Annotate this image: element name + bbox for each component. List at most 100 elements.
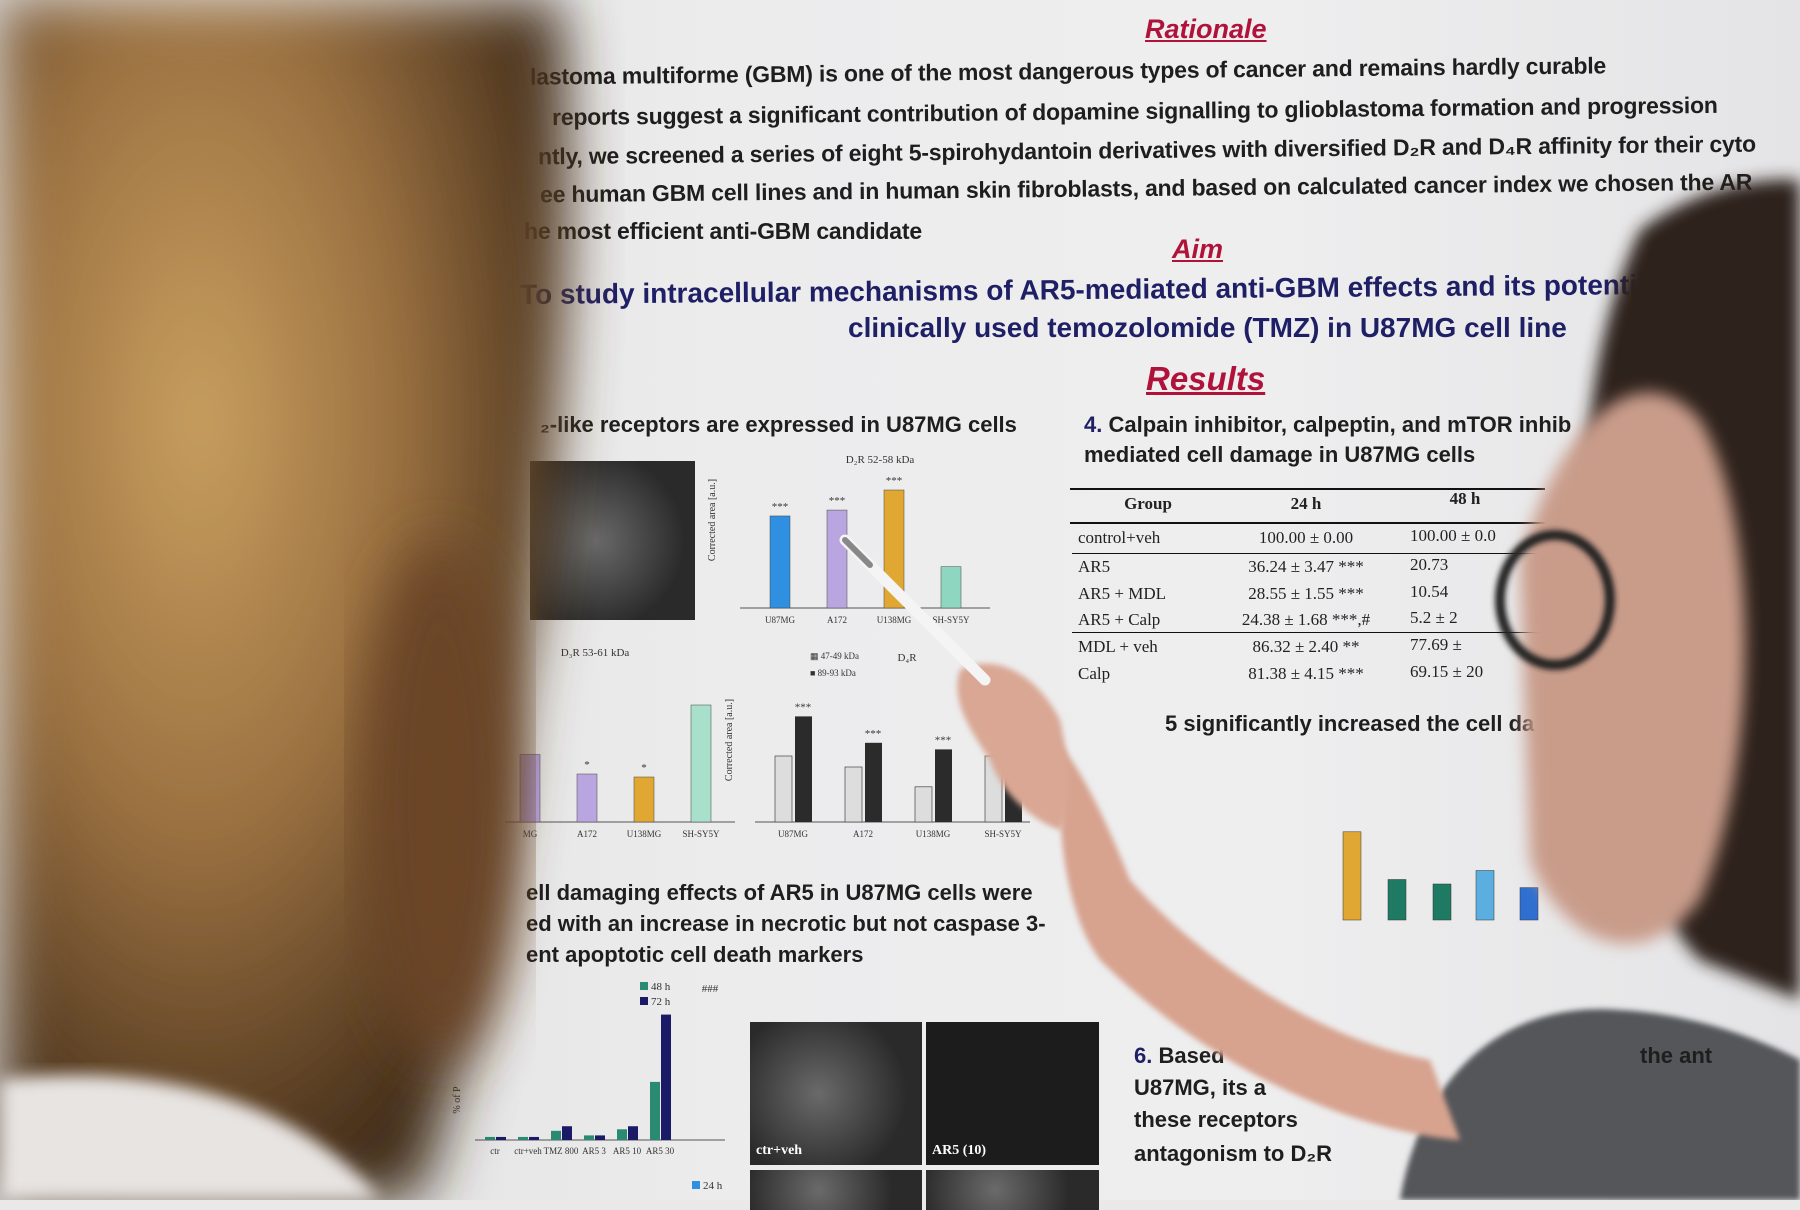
table-cell: Calp — [1078, 664, 1111, 683]
microscope-image: ctr+veh — [750, 1022, 922, 1165]
legend-swatch — [640, 997, 648, 1005]
tick-label: AR5 10 — [613, 1146, 642, 1156]
bar — [562, 1126, 572, 1140]
axis-label: Corrected area [a.u.] — [724, 699, 735, 781]
bar — [826, 509, 848, 609]
section4-title-line2: mediated cell damage in U87MG cells — [1084, 442, 1476, 467]
significance-mark: *** — [829, 495, 846, 507]
table-cell: MDL + veh — [1078, 637, 1158, 656]
bar — [690, 704, 712, 823]
bar — [769, 515, 791, 609]
table-cell: AR5 + MDL — [1078, 584, 1166, 603]
bar — [935, 749, 952, 822]
hand — [957, 663, 1068, 830]
legend-entry: ■ 89-93 kDa — [810, 668, 856, 678]
tick-label: TMZ 800 — [544, 1146, 579, 1156]
bar — [584, 1135, 594, 1140]
table-header: Group — [1124, 494, 1172, 513]
aim-heading: Aim — [1172, 234, 1224, 264]
tick-label: A172 — [853, 829, 873, 839]
significance-mark: *** — [935, 734, 952, 746]
tick-label: U138MG — [877, 615, 912, 625]
bar — [865, 742, 882, 822]
table-cell: 24.38 ± 1.68 ***,# — [1241, 610, 1371, 629]
table-cell: 69.15 ± 20 — [1410, 662, 1484, 681]
table-rule — [1070, 488, 1545, 490]
bar — [595, 1135, 605, 1140]
section6-line: these receptors — [1134, 1107, 1298, 1132]
table-cell: 100.00 ± 0.0 — [1410, 526, 1496, 545]
tick-label: ctr — [490, 1146, 500, 1156]
significance-mark: *** — [886, 475, 903, 487]
bar — [844, 766, 863, 823]
tick-label: A172 — [827, 615, 847, 625]
tick-label: AR5 30 — [646, 1146, 675, 1156]
rationale-heading: Rationale — [1145, 14, 1267, 44]
significance-mark: * — [584, 759, 590, 771]
bar — [1475, 870, 1495, 921]
table-rule — [1072, 632, 1542, 633]
significance-mark: *** — [795, 701, 812, 713]
aim-line: clinically used temozolomide (TMZ) in U8… — [848, 312, 1567, 343]
tick-label: ctr+veh — [514, 1146, 542, 1156]
tick-label: U87MG — [778, 829, 809, 839]
table-cell: 36.24 ± 3.47 *** — [1248, 557, 1364, 576]
tick-label: U138MG — [916, 829, 951, 839]
significance-mark: *** — [772, 501, 789, 513]
bar — [1432, 883, 1452, 921]
section4-title: Calpain inhibitor, calpeptin, and mTOR i… — [1108, 412, 1572, 437]
section1-title: ₂-like receptors are expressed in U87MG … — [540, 412, 1017, 437]
bar — [519, 754, 541, 823]
bar — [633, 776, 655, 823]
significance-mark: *** — [865, 728, 882, 740]
section5-title: 5 significantly increased the cell da — [1165, 711, 1535, 736]
tick-label: MG — [523, 829, 538, 839]
image-label: AR5 (10) — [932, 1143, 987, 1158]
table-rule — [1070, 522, 1545, 524]
significance-mark: * — [641, 762, 647, 774]
microscope-image — [530, 461, 695, 620]
right-person — [839, 179, 1800, 1200]
results-heading: Results — [1146, 360, 1266, 397]
tick-label: SH-SY5Y — [932, 615, 970, 625]
table-cell: 77.69 ± — [1410, 635, 1462, 654]
chart-title: D₄R — [897, 652, 917, 664]
table-cell: 28.55 ± 1.55 *** — [1248, 584, 1364, 603]
microscope-image: AR5 (10) — [926, 1022, 1099, 1165]
bar — [795, 716, 812, 822]
rationale-line: he most efficient anti-GBM candidate — [524, 218, 922, 244]
section3-line: ent apoptotic cell death markers — [526, 942, 864, 967]
table-cell: 100.00 ± 0.00 — [1258, 528, 1354, 547]
table-cell: 5.2 ± 2 — [1410, 608, 1458, 627]
glasses — [1495, 530, 1615, 670]
section4-number: 4. — [1084, 412, 1103, 437]
bar — [1519, 887, 1539, 921]
left-person-head — [0, 0, 568, 1200]
chart-title: D₂R 52-58 kDa — [846, 454, 915, 466]
axis-label: Corrected area [a.u.] — [707, 479, 718, 561]
section6-line: antagonism to D₂R — [1134, 1141, 1332, 1166]
table-cell: control+veh — [1078, 528, 1161, 547]
section3-line: ell damaging effects of AR5 in U87MG cel… — [526, 880, 1033, 905]
table-rule — [1072, 553, 1542, 554]
bar — [650, 1081, 660, 1140]
chart-title: D₃R 53-61 kDa — [561, 647, 630, 659]
table-cell: 86.32 ± 2.40 ** — [1252, 637, 1360, 656]
table-cell: AR5 + Calp — [1078, 610, 1161, 629]
bar — [496, 1136, 506, 1140]
axis-label: % of P — [452, 1086, 463, 1114]
section6-number: 6. — [1134, 1043, 1153, 1068]
bar — [485, 1136, 495, 1140]
tick-label: AR5 3 — [582, 1146, 606, 1156]
bar — [940, 566, 962, 609]
table-header: 48 h — [1449, 489, 1481, 508]
legend-swatch — [692, 1181, 700, 1189]
bar — [576, 773, 598, 823]
tick-label: A172 — [577, 829, 597, 839]
section6-line: U87MG, its a — [1134, 1075, 1267, 1100]
table-header: 24 h — [1290, 494, 1322, 513]
legend-entry: 72 h — [651, 996, 671, 1008]
bar — [617, 1129, 627, 1140]
bar — [551, 1130, 561, 1140]
section3-line: ed with an increase in necrotic but not … — [526, 911, 1046, 936]
